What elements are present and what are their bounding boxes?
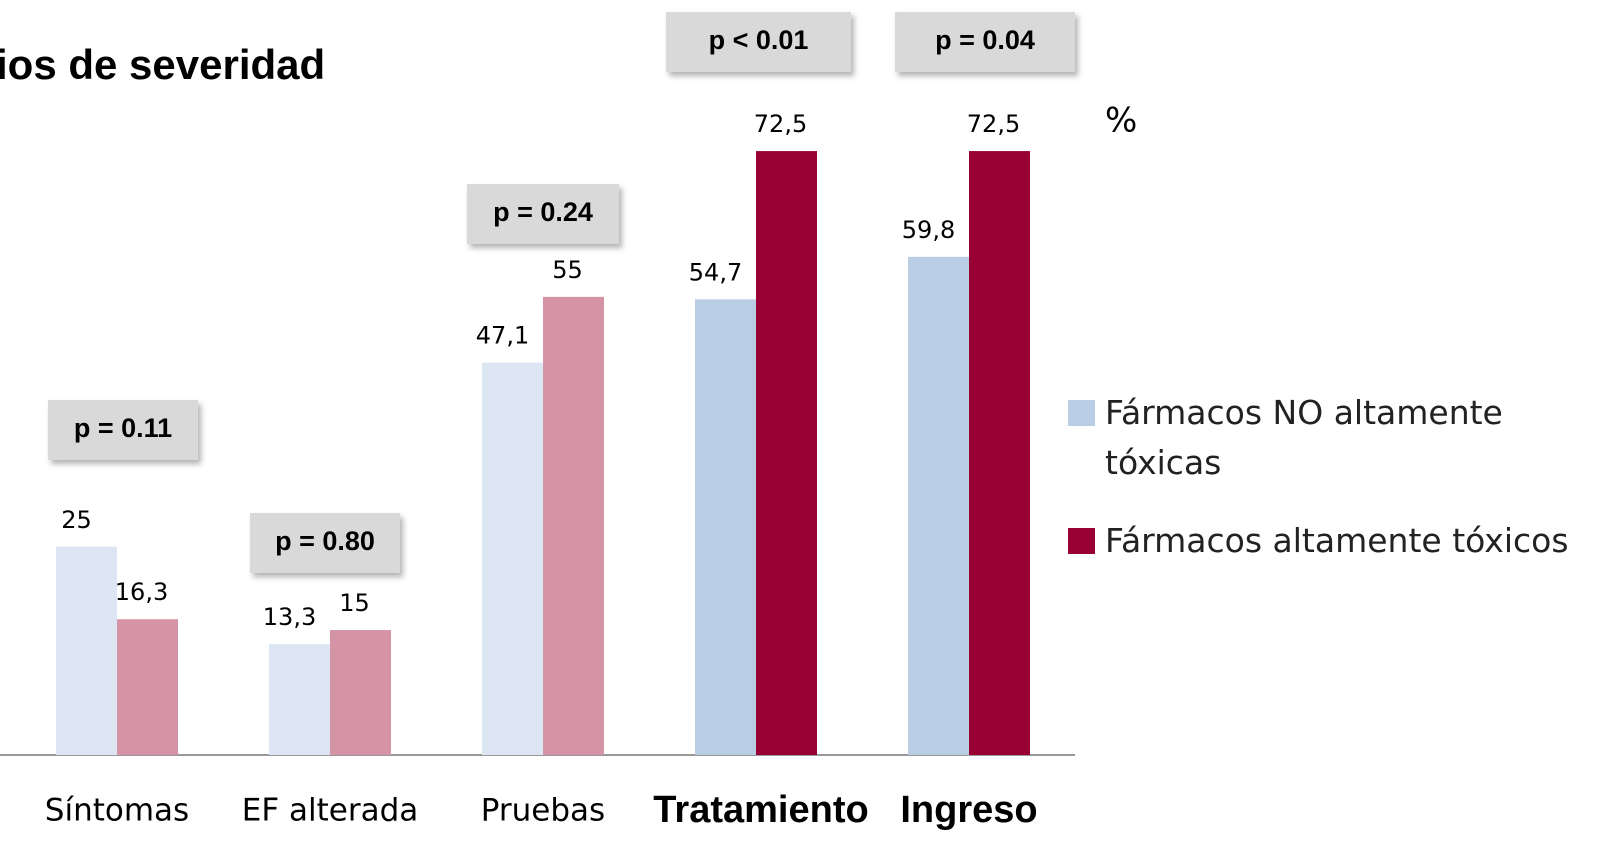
x-tick-label: Tratamiento xyxy=(653,789,868,831)
bar xyxy=(482,362,543,755)
unit-label: % xyxy=(1105,101,1137,141)
value-label: 25 xyxy=(61,506,92,534)
value-label: 16,3 xyxy=(115,578,168,606)
annotation: p = 0.24 xyxy=(493,197,593,227)
bar xyxy=(330,630,391,755)
value-label: 59,8 xyxy=(902,216,955,244)
value-label: 54,7 xyxy=(689,258,742,286)
annotation-box xyxy=(250,513,400,573)
legend-swatch xyxy=(1068,528,1095,554)
bar xyxy=(908,256,969,755)
bar xyxy=(117,619,178,755)
annotation-box xyxy=(48,400,198,460)
value-label: 13,3 xyxy=(263,603,316,631)
bar xyxy=(695,299,756,755)
value-label: 72,5 xyxy=(754,110,807,138)
legend-label: Fármacos NO altamente tóxicas xyxy=(1105,393,1503,482)
annotation-box xyxy=(895,12,1075,72)
bar xyxy=(756,151,817,755)
legend-label: Fármacos altamente tóxicos xyxy=(1105,521,1569,560)
annotation: p = 0.80 xyxy=(275,526,375,556)
value-label: 15 xyxy=(339,589,370,617)
x-tick-label: Ingreso xyxy=(900,789,1037,831)
annotation: p = 0.04 xyxy=(935,25,1035,55)
x-tick-label: Pruebas xyxy=(481,793,605,829)
annotation-box xyxy=(666,12,851,72)
chart-title: ios de severidad xyxy=(0,41,325,88)
bar xyxy=(543,296,604,755)
bar xyxy=(969,151,1030,755)
value-label: 72,5 xyxy=(967,110,1020,138)
bar xyxy=(56,546,117,755)
x-tick-label: EF alterada xyxy=(242,793,419,829)
x-tick-label: Síntomas xyxy=(45,793,189,829)
value-label: 47,1 xyxy=(476,322,529,350)
annotation: p = 0.11 xyxy=(74,413,172,443)
annotation: p < 0.01 xyxy=(709,25,809,55)
bar xyxy=(269,644,330,755)
annotation-box xyxy=(467,184,619,244)
value-label: 55 xyxy=(552,256,583,284)
legend-swatch xyxy=(1068,400,1095,426)
